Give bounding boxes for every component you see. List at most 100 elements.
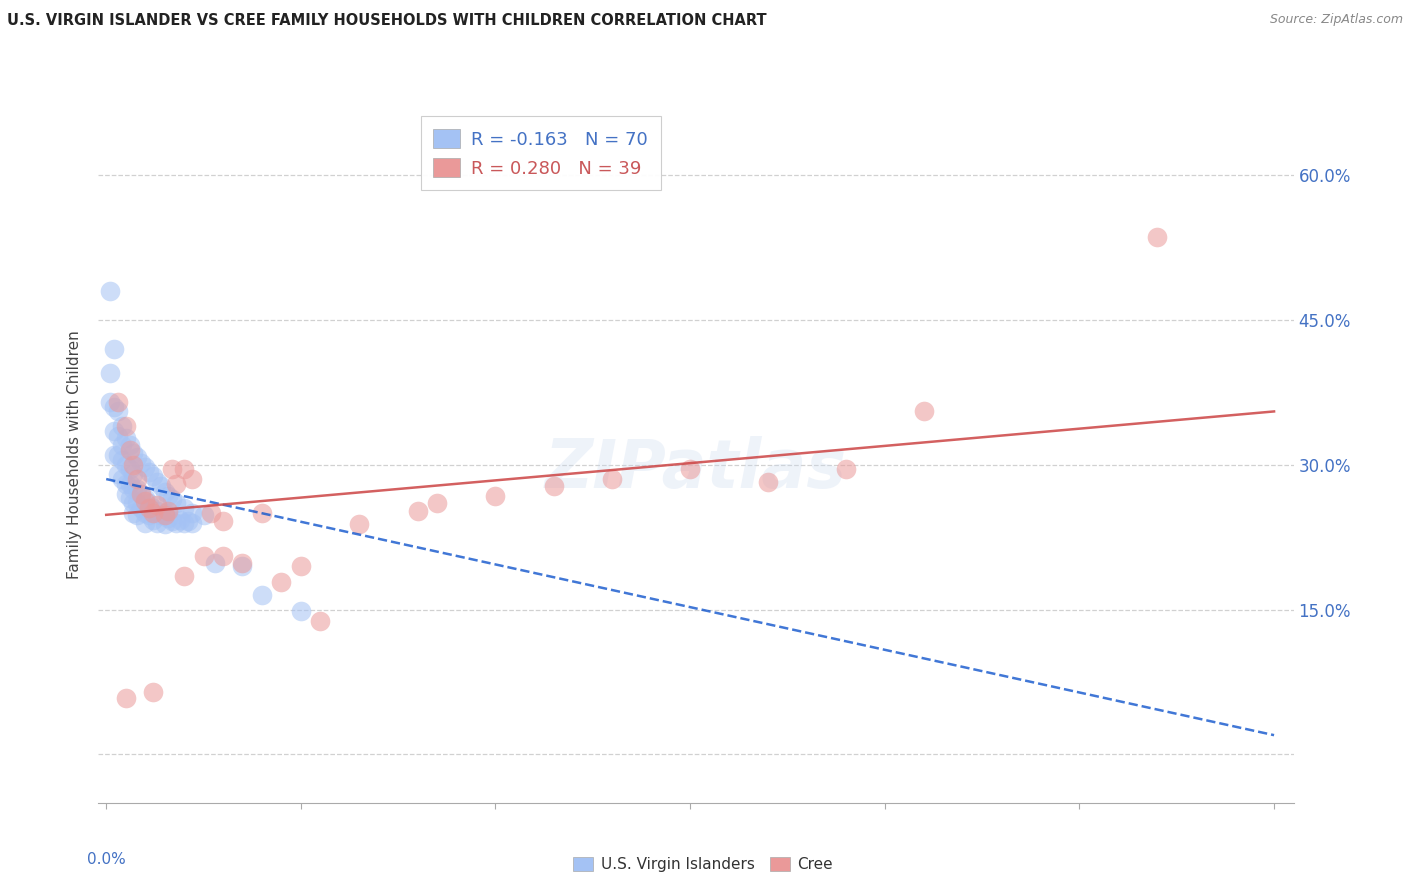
Point — [118, 476, 141, 491]
Point — [153, 506, 176, 520]
Point — [138, 508, 160, 522]
Point — [122, 482, 145, 496]
Point — [98, 366, 121, 380]
Point — [231, 559, 253, 574]
Point — [157, 510, 180, 524]
Point — [127, 508, 149, 522]
Point — [290, 559, 312, 574]
Legend: R = -0.163   N = 70, R = 0.280   N = 39: R = -0.163 N = 70, R = 0.280 N = 39 — [420, 116, 661, 190]
Point — [157, 504, 180, 518]
Point — [114, 691, 136, 706]
Point — [157, 489, 180, 503]
Point — [180, 472, 202, 486]
Point — [543, 479, 565, 493]
Point — [146, 498, 169, 512]
Point — [270, 575, 292, 590]
Point — [122, 506, 145, 520]
Point — [138, 496, 160, 510]
Point — [153, 484, 176, 499]
Point — [484, 489, 506, 503]
Point — [149, 508, 172, 522]
Point — [107, 428, 129, 442]
Point — [114, 476, 136, 491]
Point — [162, 462, 184, 476]
Point — [165, 496, 187, 510]
Point — [1146, 230, 1168, 244]
Point — [118, 438, 141, 452]
Point — [406, 504, 429, 518]
Point — [129, 486, 152, 500]
Point — [162, 514, 184, 528]
Point — [756, 475, 779, 489]
Point — [212, 514, 235, 528]
Point — [111, 438, 134, 452]
Point — [250, 588, 273, 602]
Point — [103, 448, 125, 462]
Point — [127, 450, 149, 464]
Point — [107, 404, 129, 418]
Point — [111, 419, 134, 434]
Point — [426, 496, 449, 510]
Point — [138, 501, 160, 516]
Y-axis label: Family Households with Children: Family Households with Children — [67, 331, 83, 579]
Point — [173, 501, 195, 516]
Point — [142, 506, 165, 520]
Point — [165, 476, 187, 491]
Point — [173, 462, 195, 476]
Point — [600, 472, 623, 486]
Point — [111, 452, 134, 467]
Point — [98, 394, 121, 409]
Point — [204, 556, 226, 570]
Point — [127, 496, 149, 510]
Point — [200, 506, 222, 520]
Point — [129, 456, 152, 470]
Point — [103, 342, 125, 356]
Point — [134, 516, 156, 530]
Point — [134, 494, 156, 508]
Point — [118, 491, 141, 506]
Point — [309, 614, 332, 628]
Point — [129, 501, 152, 516]
Point — [118, 462, 141, 476]
Point — [153, 508, 176, 522]
Point — [134, 459, 156, 474]
Point — [142, 684, 165, 698]
Point — [193, 549, 215, 564]
Point — [162, 492, 184, 507]
Point — [180, 506, 202, 520]
Point — [146, 516, 169, 530]
Point — [169, 513, 191, 527]
Text: Source: ZipAtlas.com: Source: ZipAtlas.com — [1270, 13, 1403, 27]
Point — [146, 475, 169, 489]
Point — [231, 556, 253, 570]
Point — [835, 462, 858, 476]
Point — [107, 448, 129, 462]
Point — [138, 466, 160, 480]
Point — [212, 549, 235, 564]
Point — [107, 394, 129, 409]
Point — [193, 508, 215, 522]
Point — [679, 462, 702, 476]
Point — [122, 467, 145, 482]
Point — [173, 568, 195, 582]
Legend: U.S. Virgin Islanders, Cree: U.S. Virgin Islanders, Cree — [565, 849, 841, 880]
Point — [177, 514, 200, 528]
Point — [122, 458, 145, 472]
Text: 0.0%: 0.0% — [87, 852, 125, 866]
Point — [122, 496, 145, 510]
Point — [118, 443, 141, 458]
Point — [134, 506, 156, 520]
Point — [114, 431, 136, 445]
Point — [250, 506, 273, 520]
Point — [142, 501, 165, 516]
Point — [122, 446, 145, 460]
Point — [107, 467, 129, 482]
Point — [127, 472, 149, 486]
Point — [165, 516, 187, 530]
Point — [114, 458, 136, 472]
Point — [149, 479, 172, 493]
Point — [146, 504, 169, 518]
Point — [173, 516, 195, 530]
Point — [290, 605, 312, 619]
Point — [98, 284, 121, 298]
